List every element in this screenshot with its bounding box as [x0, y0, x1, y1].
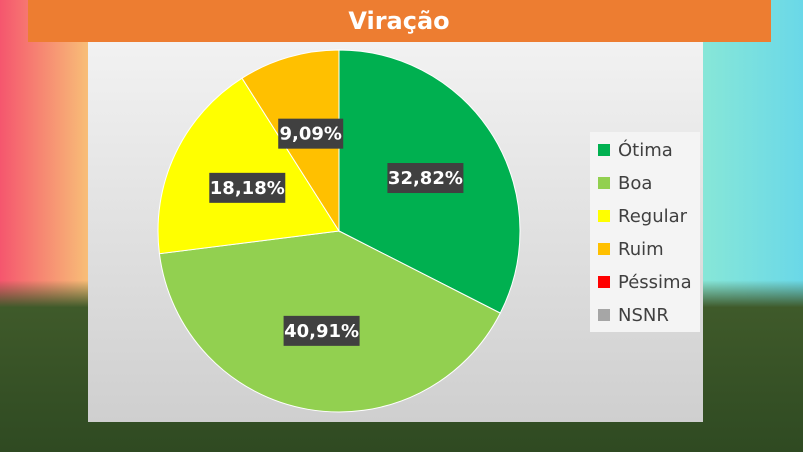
legend-label: Péssima [618, 272, 692, 293]
legend-swatch [598, 276, 610, 288]
legend-swatch [598, 177, 610, 189]
pie-slice [157, 77, 340, 255]
data-label-box [283, 315, 360, 346]
legend-label: Ruim [618, 239, 664, 260]
legend-label: Ótima [618, 139, 673, 161]
data-label: 9,09% [279, 124, 341, 145]
legend-swatch [598, 309, 610, 321]
data-label: 18,18% [210, 178, 285, 199]
legend-label: Regular [618, 206, 688, 227]
legend [590, 132, 700, 332]
legend-swatch [598, 210, 610, 222]
chart-title: Viração [348, 7, 449, 35]
data-label: 40,91% [284, 321, 359, 342]
legend-swatch [598, 243, 610, 255]
data-label-box [209, 172, 286, 203]
data-label-box [278, 118, 344, 149]
legend-label: NSNR [618, 305, 669, 326]
title-bar [28, 0, 771, 42]
legend-label: Boa [618, 173, 652, 194]
data-label-box [387, 163, 464, 194]
legend-swatch [598, 144, 610, 156]
data-label: 32,82% [388, 168, 463, 189]
